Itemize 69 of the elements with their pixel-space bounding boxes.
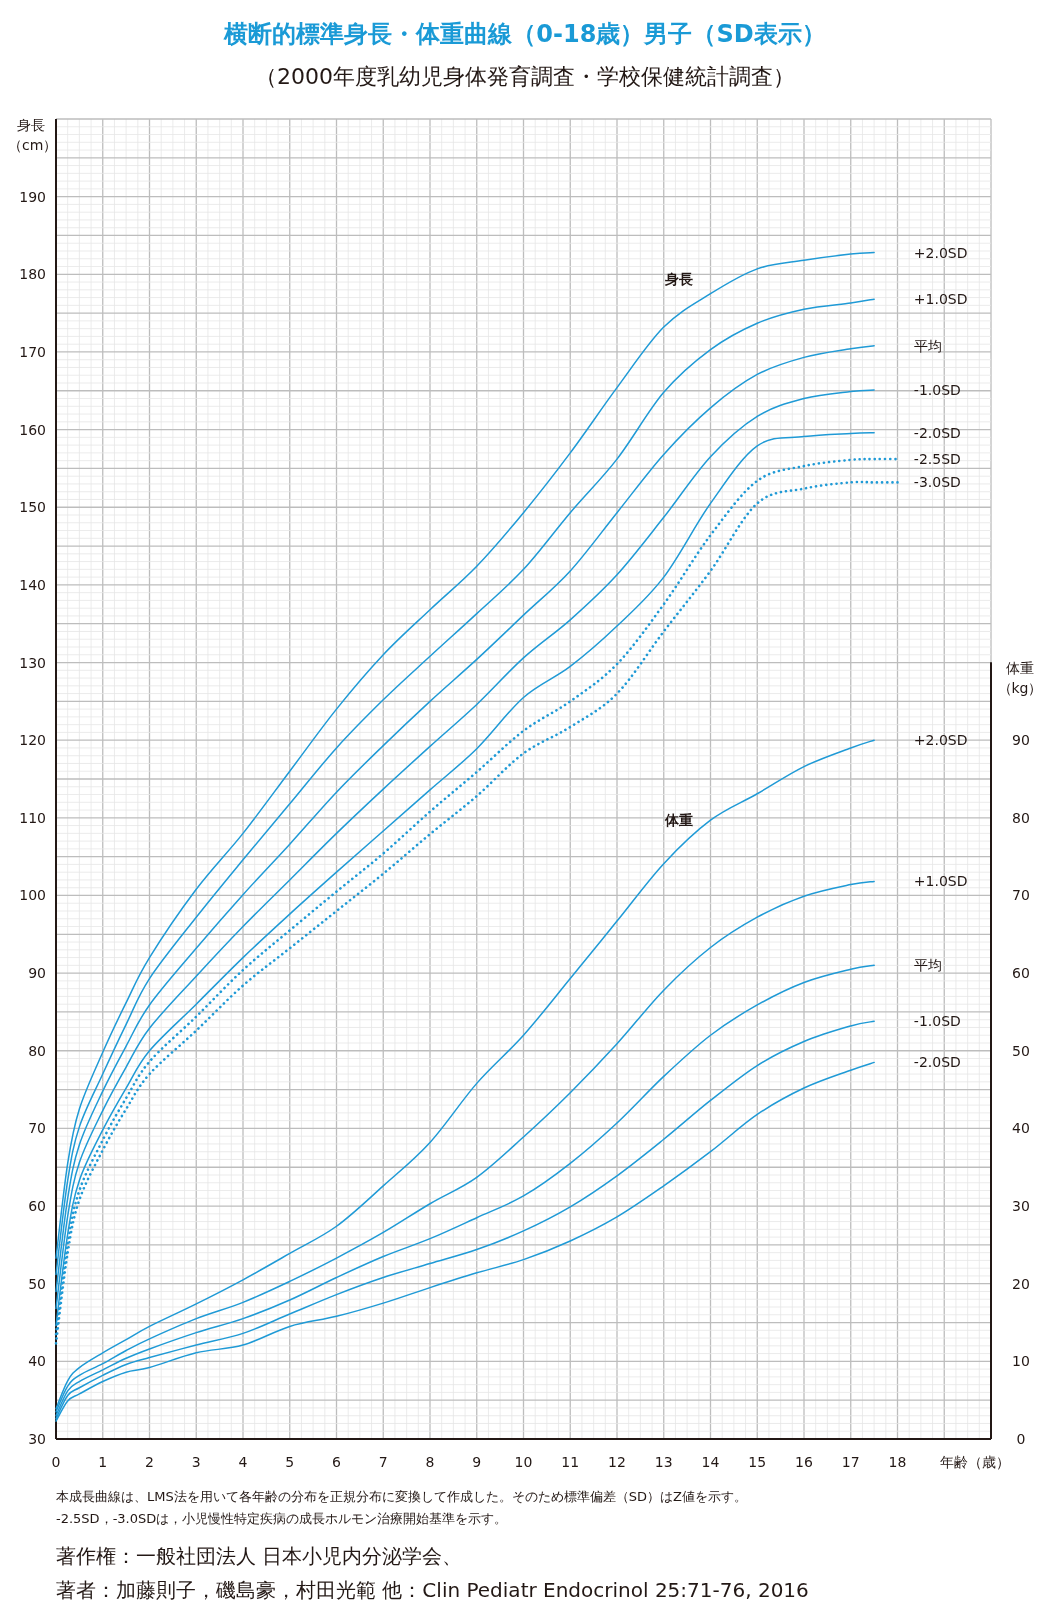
- y-tick-label: 190: [19, 188, 46, 205]
- x-tick-label: 7: [378, 1454, 388, 1470]
- y-tick-label: 110: [19, 809, 46, 826]
- annotation: 身長: [664, 271, 693, 287]
- y-tick-label: 30: [28, 1431, 46, 1447]
- y2-tick-label: 40: [1012, 1120, 1030, 1137]
- chart-subtitle: （2000年度乳幼児身体発育調査・学校保健統計調査）: [255, 64, 795, 89]
- y-tick-label: 40: [28, 1353, 46, 1370]
- y-tick-label: 50: [28, 1275, 46, 1292]
- text: -1.0SD: [913, 1013, 961, 1030]
- y2-tick-label: 10: [1012, 1353, 1030, 1370]
- x-tick-label: 15: [748, 1454, 767, 1470]
- x-tick-label: 17: [841, 1454, 860, 1470]
- x-tick-label: 9: [472, 1454, 482, 1470]
- y-tick-label: 170: [19, 343, 46, 360]
- x-tick-label: 6: [332, 1454, 342, 1470]
- text: +1.0SD: [913, 291, 968, 308]
- chart-title: 横断的標準身長・体重曲線（0-18歳）男子（SD表示）: [223, 20, 826, 48]
- x-tick-label: 0: [51, 1454, 61, 1470]
- y2-axis-title: 体重（kg）: [997, 659, 1043, 699]
- text: -2.5SD，-3.0SDは，小児慢性特定疾病の成長ホルモン治療開始基準を示す。: [56, 1511, 508, 1526]
- x-tick-label: 11: [561, 1454, 580, 1470]
- text: +2.0SD: [913, 732, 968, 749]
- y-tick-label: 90: [28, 965, 46, 982]
- x-tick-label: 14: [701, 1454, 720, 1470]
- y2-tick-label: 60: [1012, 965, 1030, 982]
- x-tick-label: 8: [425, 1454, 435, 1470]
- y-tick-label: 100: [19, 887, 46, 904]
- text: +2.0SD: [913, 244, 968, 261]
- x-axis-title: 年齢（歳）: [940, 1454, 1010, 1470]
- y-tick-label: 180: [19, 266, 46, 283]
- text: -2.0SD: [913, 1054, 961, 1071]
- y-tick-label: 130: [19, 654, 46, 671]
- y-tick-label: 140: [19, 576, 46, 593]
- x-tick-label: 10: [514, 1454, 533, 1470]
- y-axis-title: 身長（cm）: [8, 116, 58, 155]
- y2-tick-label: 20: [1012, 1275, 1030, 1292]
- y2-tick-label: 70: [1012, 887, 1030, 904]
- text: -1.0SD: [913, 381, 961, 398]
- text: 平均: [913, 337, 942, 354]
- y-tick-label: 70: [28, 1120, 46, 1137]
- text: 本成長曲線は、LMS法を用いて各年齢の分布を正規分布に変換して作成した。そのため標準偏差（SD）はZ値を示す。: [56, 1489, 747, 1504]
- x-tick-label: 4: [238, 1454, 248, 1470]
- y-tick-label: 150: [19, 499, 46, 516]
- text: 平均: [913, 957, 942, 974]
- x-tick-label: 1: [98, 1454, 108, 1470]
- y2-tick-label: 50: [1012, 1042, 1030, 1059]
- text: 著作権：一般社団法人 日本小児内分泌学会、: [56, 1544, 463, 1568]
- y2-tick-label: 30: [1012, 1198, 1030, 1215]
- text: -2.0SD: [913, 424, 961, 441]
- x-tick-label: 13: [654, 1454, 673, 1470]
- text: 著者：加藤則子，磯島豪，村田光範 他：Clin Pediatr Endocrinol 25:71-76, 2016: [56, 1578, 809, 1602]
- x-tick-label: 5: [285, 1454, 295, 1470]
- annotation: 体重: [664, 812, 693, 828]
- text: +1.0SD: [913, 873, 968, 890]
- x-tick-label: 3: [191, 1454, 201, 1470]
- y-tick-label: 80: [28, 1042, 46, 1059]
- series-label: -2.5SD: [913, 451, 961, 468]
- x-tick-label: 16: [795, 1454, 813, 1470]
- y2-tick-label: 80: [1012, 809, 1030, 826]
- y2-tick-label: 0: [1016, 1431, 1026, 1447]
- x-tick-label: 12: [608, 1454, 626, 1470]
- y-tick-label: 160: [19, 421, 46, 438]
- y2-tick-label: 90: [1012, 732, 1030, 749]
- series-label: -3.0SD: [913, 474, 961, 491]
- y-tick-label: 60: [28, 1198, 46, 1215]
- x-tick-label: 18: [888, 1454, 907, 1470]
- x-tick-label: 2: [145, 1454, 154, 1470]
- y-tick-label: 120: [19, 732, 46, 749]
